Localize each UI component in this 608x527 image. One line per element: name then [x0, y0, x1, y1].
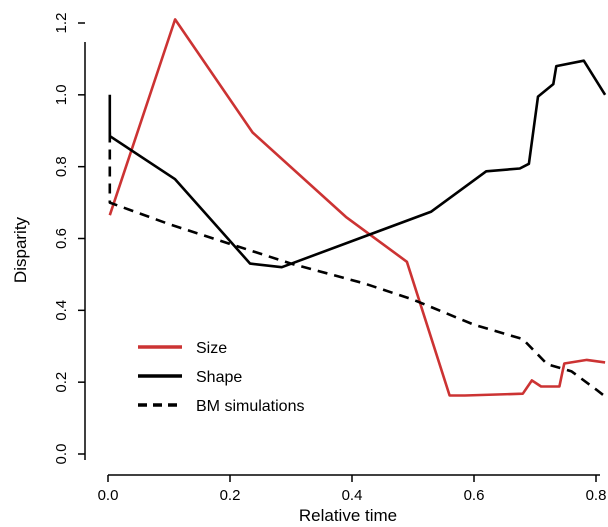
- series-line-shape: [108, 59, 607, 269]
- series-lines: [108, 18, 607, 398]
- legend-label-bm-simulations: BM simulations: [196, 398, 304, 415]
- y-tick-label: 0.2: [53, 372, 70, 393]
- y-tick-label: 1.2: [53, 13, 70, 34]
- legend-label-shape: Shape: [196, 369, 242, 386]
- x-axis-title: Relative time: [299, 506, 397, 525]
- plot-area: 0.0 0.2 0.4 0.6 0.8 1.0 1.2 0.0 0.2 0.4 0.6 0.8: [53, 13, 606, 504]
- y-tick-label: 0.8: [53, 156, 70, 177]
- y-tick-label: 0.0: [53, 444, 70, 465]
- x-tick-label: 0.2: [220, 487, 241, 504]
- legend-label-size: Size: [196, 340, 227, 357]
- y-tick-label: 0.4: [53, 300, 70, 321]
- legend: Size Shape BM simulations: [138, 340, 304, 415]
- x-tick-label: 0.8: [586, 487, 607, 504]
- x-axis-ticks: 0.0 0.2 0.4 0.6 0.8: [98, 475, 607, 504]
- y-tick-label: 1.0: [53, 84, 70, 105]
- series-line-size: [108, 18, 606, 397]
- x-tick-label: 0.6: [464, 487, 485, 504]
- y-axis-ticks: 0.0 0.2 0.4 0.6 0.8 1.0 1.2: [53, 13, 85, 465]
- x-tick-label: 0.0: [98, 487, 119, 504]
- y-axis-title: Disparity: [11, 216, 30, 283]
- x-tick-label: 0.4: [342, 487, 363, 504]
- y-tick-label: 0.6: [53, 228, 70, 249]
- series-line-bm-simulations: [108, 132, 606, 398]
